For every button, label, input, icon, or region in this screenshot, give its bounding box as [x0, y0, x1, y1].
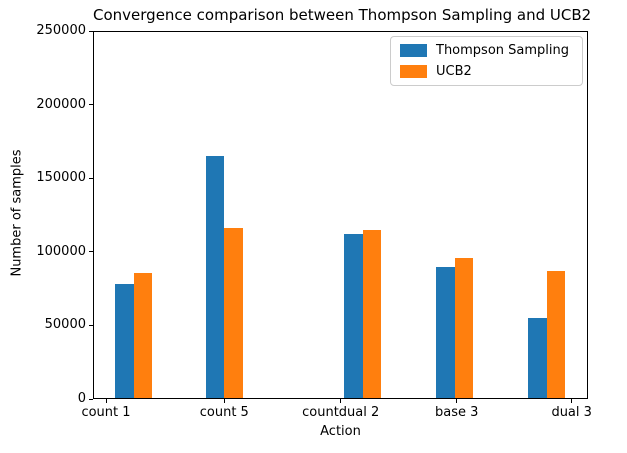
bar	[115, 284, 134, 398]
bar	[224, 228, 243, 398]
bar	[454, 258, 474, 398]
bar	[205, 156, 225, 398]
legend-entry-ucb2: UCB2	[400, 64, 573, 79]
x-tick-label: count 1	[81, 405, 131, 420]
y-tick-label: 150000	[36, 170, 86, 186]
legend: Thompson Sampling UCB2	[390, 36, 583, 86]
y-tick-mark	[89, 104, 93, 106]
y-tick-label: 0	[77, 391, 86, 406]
y-tick-mark	[89, 251, 93, 253]
y-tick-label: 250000	[36, 23, 86, 38]
x-tick-mark	[571, 399, 573, 403]
bar	[528, 318, 547, 398]
y-tick-mark	[89, 30, 93, 32]
x-axis-label: Action	[320, 424, 361, 439]
y-tick-mark	[89, 177, 93, 179]
y-tick-label: 200000	[36, 96, 86, 112]
x-tick-label: dual 3	[551, 405, 592, 420]
x-tick-label: count 5	[199, 405, 249, 420]
x-tick-mark	[223, 399, 225, 403]
x-tick-label: base 3	[434, 405, 479, 420]
bar	[546, 270, 566, 398]
x-tick-mark	[456, 399, 458, 403]
bar	[362, 230, 382, 398]
x-tick-mark	[105, 399, 107, 403]
x-tick-mark	[340, 399, 342, 403]
legend-label: Thompson Sampling	[436, 43, 569, 58]
legend-swatch-icon	[400, 44, 427, 57]
bar	[344, 234, 363, 398]
chart-title: Convergence comparison between Thompson …	[93, 6, 592, 24]
legend-swatch-icon	[400, 65, 427, 78]
y-tick-mark	[89, 324, 93, 326]
plot-area	[93, 31, 588, 399]
x-tick-label: countdual 2	[302, 405, 380, 420]
bar	[133, 273, 153, 398]
bar	[436, 267, 455, 398]
y-tick-mark	[89, 398, 93, 400]
y-tick-label: 50000	[44, 317, 86, 333]
legend-entry-thompson-sampling: Thompson Sampling	[400, 43, 573, 58]
y-tick-label: 100000	[36, 243, 86, 259]
legend-label: UCB2	[436, 64, 472, 79]
